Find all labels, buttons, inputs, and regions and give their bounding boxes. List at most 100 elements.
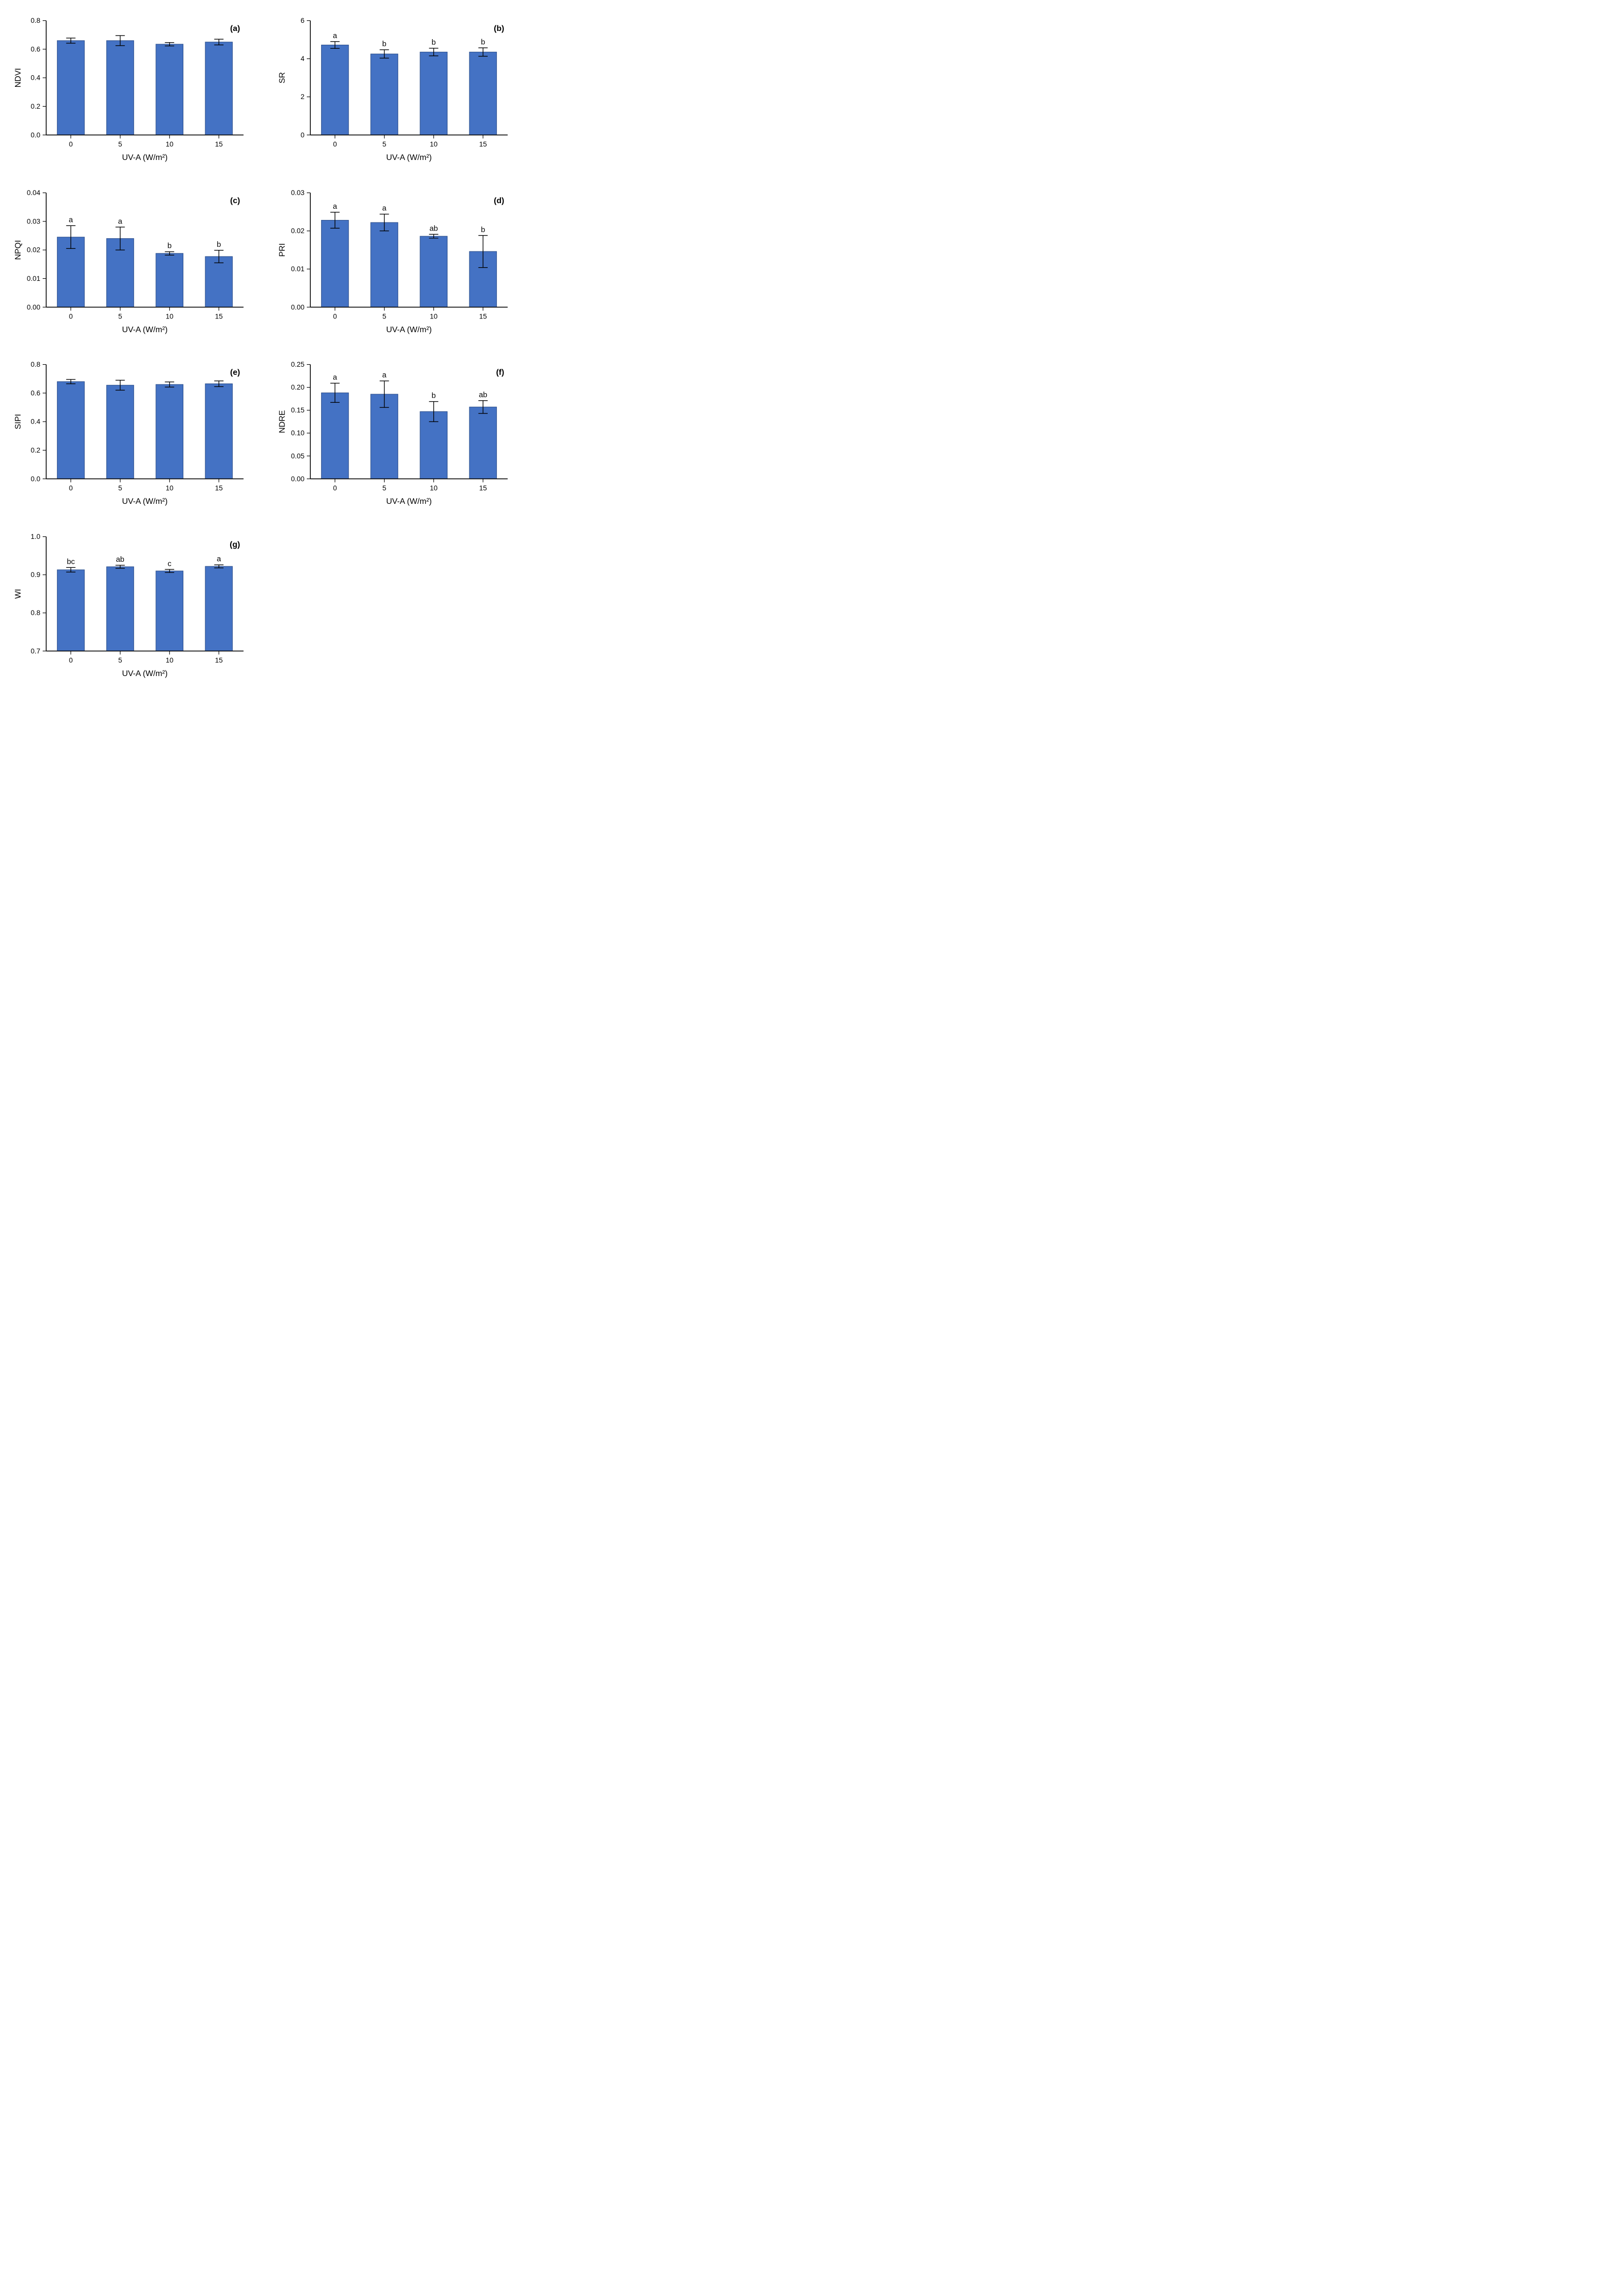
significance-label: a [217, 555, 221, 563]
chart-ndvi: 0.00.20.40.60.8051015UV-A (W/m²)NDVI(a) [10, 10, 254, 167]
y-tick-label: 0.0 [30, 131, 40, 139]
x-tick-label: 0 [333, 485, 337, 492]
y-tick-label: 0.01 [291, 265, 305, 273]
x-tick-label: 15 [215, 656, 223, 664]
x-tick-label: 5 [383, 141, 387, 148]
bar [469, 52, 496, 135]
significance-label: ab [479, 391, 488, 399]
significance-label: a [333, 203, 337, 211]
chart-panel: 0.00.20.40.60.8051015UV-A (W/m²)NDVI(a) [10, 10, 254, 167]
panel-label: (b) [494, 24, 504, 33]
y-tick-label: 0.9 [30, 571, 40, 579]
y-tick-label: 0.4 [30, 418, 40, 426]
chart-wi: 0.70.80.91.0bcabca051015UV-A (W/m²)WI(g) [10, 526, 254, 683]
significance-label: a [333, 32, 337, 40]
panel-label: (f) [496, 368, 504, 377]
y-axis-label: NPQI [14, 240, 23, 260]
y-tick-label: 0.8 [30, 17, 40, 24]
x-tick-label: 15 [479, 141, 487, 148]
x-tick-label: 15 [215, 485, 223, 492]
panel-label: (a) [230, 24, 240, 33]
significance-label: a [333, 374, 337, 382]
chart-panel: 0.000.050.100.150.200.25aabab051015UV-A … [274, 354, 518, 511]
chart-grid: 0.0 0.2 0.4 0.6 0.8 0 5 10 15 UV-A (W/m²) NDVI (a) 0… [10, 10, 518, 683]
x-axis-label: UV-A (W/m²) [122, 325, 168, 334]
x-tick-label: 15 [215, 141, 223, 148]
x-axis-label: UV-A (W/m²) [122, 153, 168, 162]
significance-label: ab [116, 556, 124, 564]
x-tick-label: 10 [430, 141, 438, 148]
y-tick-label: 0.6 [30, 390, 40, 397]
y-axis-label: WI [14, 589, 23, 599]
bar [57, 381, 84, 478]
y-tick-label: 0.20 [291, 383, 305, 391]
y-tick-label: 0.6 [30, 45, 40, 53]
x-tick-label: 15 [215, 312, 223, 320]
x-tick-label: 5 [118, 485, 122, 492]
bar [107, 386, 134, 479]
chart-sipi: 0.00.20.40.60.8051015UV-A (W/m²)SIPI(e) [10, 354, 254, 511]
x-tick-label: 10 [166, 141, 174, 148]
bar [205, 384, 232, 479]
bar [57, 570, 84, 651]
x-tick-label: 5 [118, 656, 122, 664]
y-tick-label: 0.4 [30, 74, 40, 82]
y-tick-label: 0.0 [30, 475, 40, 483]
y-tick-label: 0.7 [30, 647, 40, 655]
significance-label: c [168, 560, 172, 568]
y-axis-label: PRI [278, 243, 287, 257]
panel-label: (g) [230, 540, 240, 549]
chart-npqi: 0.000.010.020.030.04aabb051015UV-A (W/m²… [10, 182, 254, 339]
significance-label: a [118, 217, 122, 226]
bar [322, 220, 348, 307]
y-tick-label: 0 [301, 131, 305, 139]
y-tick-label: 0.02 [27, 246, 41, 253]
panel-label: (c) [230, 197, 240, 205]
y-tick-label: 0.2 [30, 103, 40, 110]
y-axis-label: SR [278, 72, 287, 83]
bar [107, 567, 134, 651]
bar [57, 41, 84, 135]
significance-label: bc [67, 558, 75, 566]
x-tick-label: 0 [69, 485, 73, 492]
x-axis-label: UV-A (W/m²) [122, 669, 168, 678]
significance-label: a [382, 204, 387, 212]
significance-label: b [481, 226, 485, 234]
y-tick-label: 0.8 [30, 609, 40, 617]
y-tick-label: 0.00 [291, 475, 305, 483]
y-tick-label: 6 [301, 17, 305, 24]
x-tick-label: 0 [333, 312, 337, 320]
x-tick-label: 0 [69, 656, 73, 664]
bar [205, 566, 232, 651]
chart-sr: 0246abbb051015UV-A (W/m²)SR(b) [274, 10, 518, 167]
y-tick-label: 1.0 [30, 533, 40, 540]
panel-label: (d) [494, 197, 504, 205]
bar [156, 571, 183, 651]
significance-label: b [168, 242, 172, 250]
chart-panel: 0.000.010.020.030.04aabb051015UV-A (W/m²… [10, 182, 254, 339]
significance-label: a [382, 371, 387, 379]
y-tick-label: 0.02 [291, 227, 305, 235]
significance-label: ab [429, 225, 438, 233]
bar [420, 236, 447, 307]
x-tick-label: 15 [479, 312, 487, 320]
y-tick-label: 0.2 [30, 446, 40, 454]
chart-panel: 0.00.20.40.60.8051015UV-A (W/m²)SIPI(e) [10, 354, 254, 511]
x-tick-label: 5 [383, 485, 387, 492]
chart-panel: 0.000.010.020.03aaabb051015UV-A (W/m²)PR… [274, 182, 518, 339]
significance-label: b [382, 40, 386, 48]
y-tick-label: 0.8 [30, 361, 40, 368]
x-tick-label: 15 [479, 485, 487, 492]
y-tick-label: 0.05 [291, 452, 305, 460]
y-axis-label: NDVI [14, 68, 23, 87]
y-axis-label: SIPI [14, 414, 23, 429]
x-tick-label: 5 [118, 141, 122, 148]
x-axis-label: UV-A (W/m²) [386, 497, 432, 506]
y-tick-label: 0.03 [291, 189, 305, 197]
y-tick-label: 0.15 [291, 406, 305, 414]
x-tick-label: 10 [166, 312, 174, 320]
x-tick-label: 5 [118, 312, 122, 320]
x-tick-label: 10 [430, 485, 438, 492]
y-tick-label: 0.04 [27, 189, 41, 197]
bar [322, 45, 348, 135]
